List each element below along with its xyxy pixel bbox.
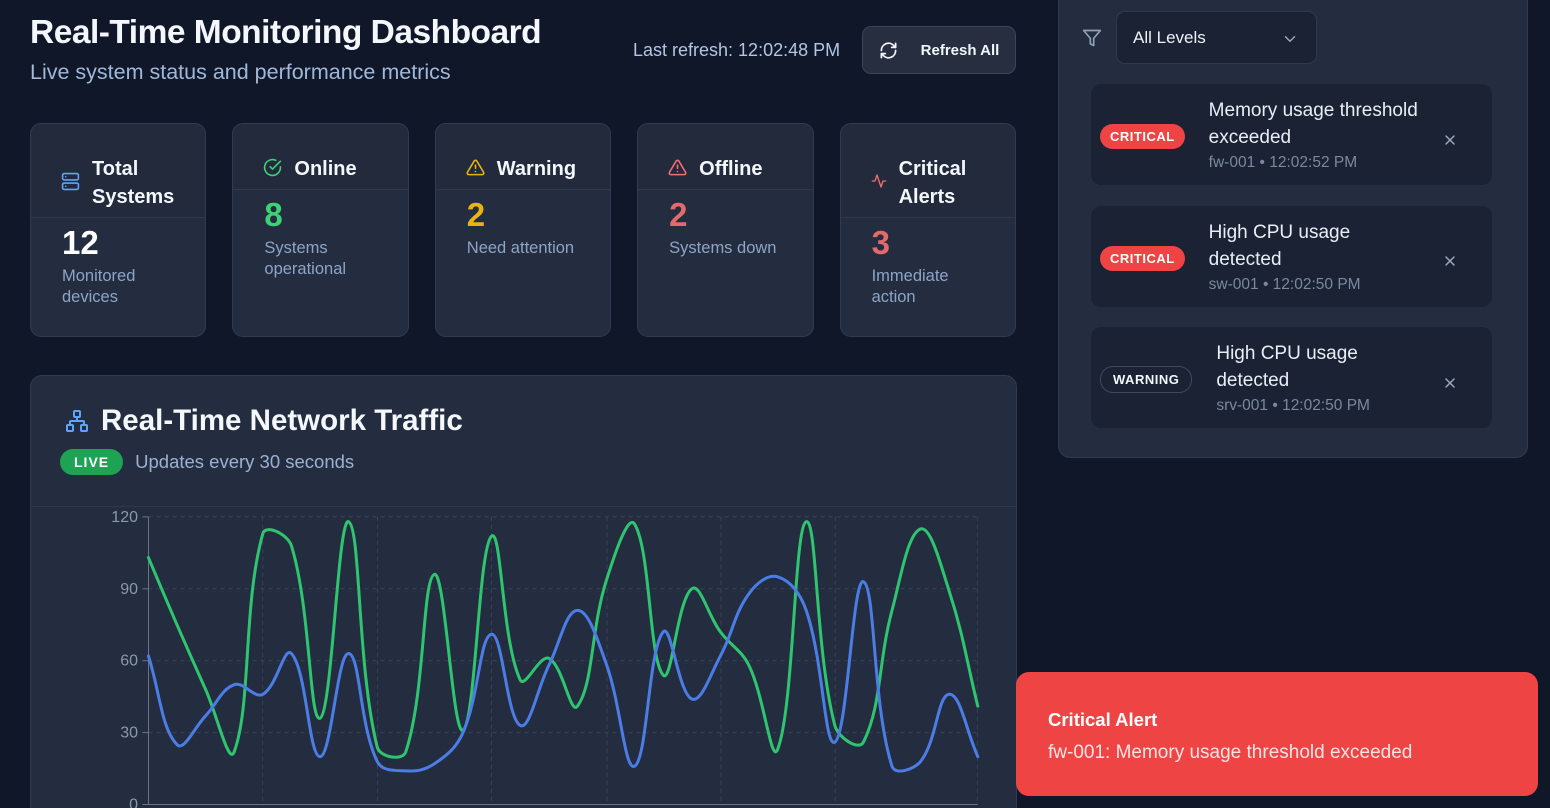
svg-text:30: 30	[120, 725, 138, 742]
svg-text:0: 0	[129, 797, 138, 808]
svg-text:60: 60	[120, 653, 138, 670]
svg-text:90: 90	[120, 581, 138, 598]
svg-text:120: 120	[111, 509, 138, 526]
